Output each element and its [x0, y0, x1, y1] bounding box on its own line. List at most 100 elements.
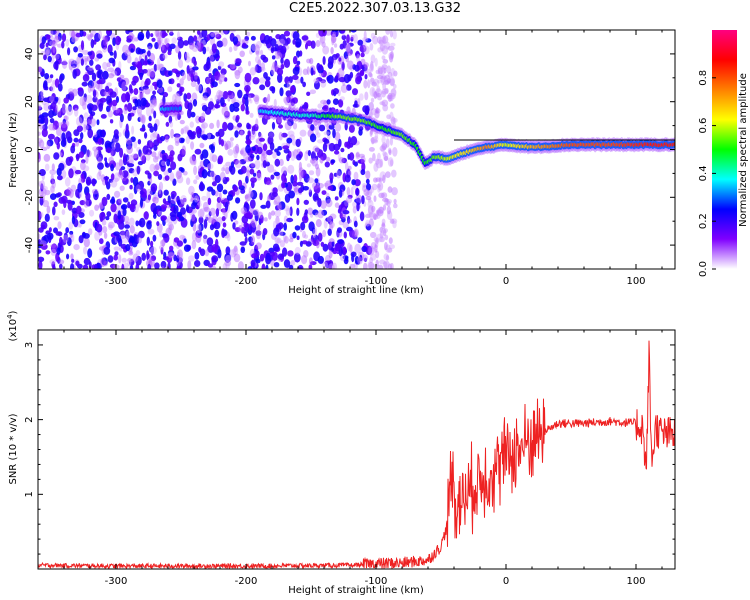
- spectrogram-noise-blob: [360, 155, 366, 165]
- spectrogram-noise-blob: [52, 264, 56, 269]
- spectrogram-noise-blob: [369, 257, 374, 264]
- spectrogram-noise-blob: [341, 61, 345, 71]
- spectrogram-noise-blob: [273, 200, 278, 206]
- spectrogram-noise-blob: [76, 153, 80, 162]
- spectrogram-noise-blob: [204, 214, 211, 221]
- spectrogram-noise-blob: [385, 254, 390, 261]
- spectrogram-noise-blob: [166, 158, 171, 167]
- spectrogram-noise-blob: [276, 67, 284, 76]
- spectrogram-noise-blob: [352, 159, 356, 166]
- spectrogram-noise-blob: [93, 148, 100, 158]
- spectrogram-noise-blob: [261, 115, 268, 125]
- spectrogram-noise-blob: [130, 177, 134, 183]
- spectrogram-noise-blob: [379, 171, 387, 181]
- spectrogram-noise-blob: [369, 127, 374, 135]
- spectrogram-noise-blob: [180, 195, 188, 205]
- spectrogram-noise-blob: [348, 136, 352, 144]
- spectrogram-noise-blob: [368, 262, 375, 269]
- spectrogram-noise-blob: [240, 246, 246, 253]
- spectrogram-noise-blob: [267, 164, 275, 173]
- spectrogram-noise-blob: [332, 36, 337, 43]
- spectrogram-noise-blob: [248, 236, 253, 243]
- spectrogram-noise-blob: [174, 113, 179, 121]
- spectrogram-noise-blob: [308, 221, 315, 232]
- spectrogram-noise-blob: [106, 95, 112, 104]
- spectrogram-noise-blob: [150, 133, 157, 140]
- spectrogram-noise-blob: [254, 65, 258, 73]
- spectrogram-noise-blob: [141, 49, 146, 54]
- spectrogram-noise-blob: [283, 58, 291, 68]
- spectrogram-noise-blob: [240, 207, 247, 215]
- spectrogram-noise-blob: [385, 138, 390, 148]
- spectrogram-noise-blob: [300, 221, 306, 231]
- spectrogram-noise-blob: [194, 195, 199, 203]
- spectrogram-noise-blob: [251, 43, 258, 52]
- spectrogram-noise-blob: [381, 218, 386, 225]
- spectrogram-noise-blob: [244, 236, 248, 244]
- spectrogram-noise-blob: [102, 36, 107, 46]
- spectrogram-noise-blob: [265, 200, 271, 209]
- spectrogram-noise-blob: [128, 259, 135, 266]
- spectrogram-noise-blob: [357, 256, 363, 265]
- spectrogram-noise-blob: [52, 120, 60, 130]
- spectrogram-noise-blob: [102, 70, 109, 80]
- spectrogram-noise-blob: [47, 55, 52, 63]
- spectrogram-noise-blob: [169, 30, 174, 35]
- spectrogram-noise-blob: [106, 193, 111, 200]
- spectrogram-noise-blob: [379, 227, 383, 233]
- spectrogram-noise-blob: [53, 136, 61, 144]
- spectrogram-noise-blob: [322, 45, 330, 55]
- spectrogram-noise-blob: [347, 194, 353, 199]
- snr-xtick-label: -200: [235, 576, 258, 587]
- spectrogram-noise-blob: [38, 233, 41, 240]
- spectrogram-noise-blob: [200, 112, 206, 120]
- spectrogram-noise-blob: [153, 123, 158, 132]
- spectrogram-noise-blob: [129, 236, 136, 243]
- spectrogram-noise-blob: [48, 123, 55, 131]
- spectrogram-noise-blob: [130, 136, 136, 143]
- spectrogram-noise-blob: [368, 218, 374, 227]
- spectrogram-noise-blob: [66, 253, 70, 260]
- spectrogram-noise-blob: [234, 82, 241, 88]
- spectrogram-noise-blob: [228, 165, 233, 172]
- spectrogram-noise-blob: [273, 262, 280, 268]
- spectrogram-noise-blob: [46, 140, 51, 150]
- spectrogram-noise-blob: [54, 96, 59, 102]
- spectrogram-noise-blob: [270, 174, 275, 180]
- spectrogram-noise-blob: [174, 92, 180, 98]
- spectrogram-noise-blob: [369, 79, 376, 85]
- spectrogram-noise-blob: [146, 188, 153, 198]
- spectrogram-noise-blob: [373, 135, 379, 143]
- spectrogram-noise-blob: [283, 259, 291, 268]
- spectrogram-noise-blob: [322, 229, 327, 238]
- spectrogram-noise-blob: [361, 245, 368, 253]
- spectrogram-noise-blob: [375, 88, 382, 97]
- spectrogram-noise-blob: [307, 150, 311, 157]
- spectrogram-noise-blob: [277, 73, 283, 83]
- spectrogram-noise-blob: [177, 199, 181, 206]
- spectrogram-noise-blob: [117, 210, 122, 220]
- spectrogram-noise-blob: [379, 43, 383, 48]
- spectrogram-noise-blob: [312, 182, 319, 190]
- spectrogram-noise-blob: [95, 82, 101, 90]
- spectrogram-noise-blob: [43, 54, 47, 61]
- spectrogram-noise-blob: [294, 225, 301, 231]
- spectrogram-noise-blob: [69, 233, 73, 239]
- spectrogram-noise-blob: [278, 201, 286, 210]
- spectrogram-noise-blob: [203, 206, 210, 213]
- snr-xtick-label: 0: [503, 576, 509, 587]
- spectrogram-noise-blob: [106, 82, 112, 87]
- spectrogram-noise-blob: [319, 156, 324, 164]
- spectrogram-noise-blob: [157, 35, 163, 45]
- spectrogram-noise-blob: [201, 195, 208, 201]
- spectrogram-noise-blob: [349, 244, 353, 253]
- spectrogram-noise-blob: [292, 181, 298, 187]
- spectrogram-noise-blob: [384, 242, 388, 251]
- spectrogram-noise-blob: [189, 42, 195, 50]
- spectrogram-noise-blob: [207, 163, 214, 170]
- spectrogram-noise-blob: [354, 256, 359, 265]
- spectrogram-noise-blob: [296, 207, 300, 216]
- spectrogram-noise-blob: [211, 255, 219, 263]
- spectrogram-noise-blob: [164, 134, 170, 140]
- spectrogram-noise-blob: [381, 227, 389, 234]
